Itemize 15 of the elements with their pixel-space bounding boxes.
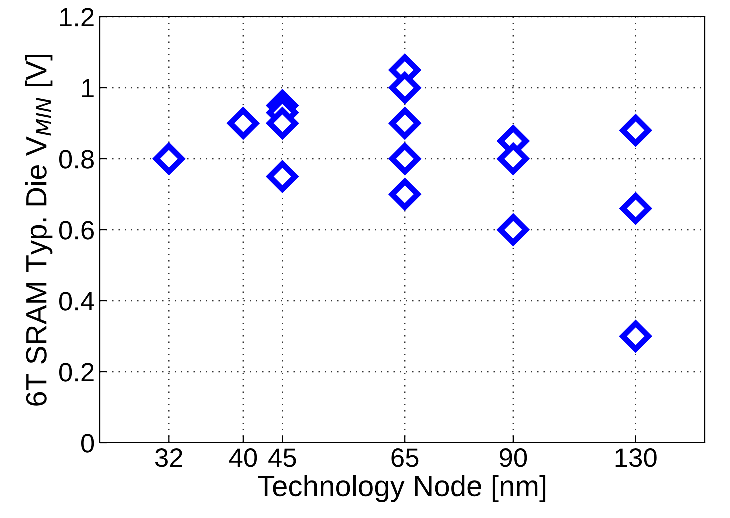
y-tick-label: 0.6 <box>59 221 94 240</box>
x-tick-label: 130 <box>616 448 657 468</box>
x-tick-label: 65 <box>392 448 419 468</box>
x-axis-title: Technology Node [nm] <box>258 475 546 502</box>
y-tick-label: 1.2 <box>60 8 94 27</box>
y-tick-label: 1 <box>82 79 94 98</box>
y-tick-label: 0.2 <box>59 363 94 382</box>
x-tick-label: 90 <box>500 448 528 468</box>
x-tick-label: 40 <box>229 448 258 468</box>
x-tick-label: 32 <box>155 448 182 468</box>
y-tick-label: 0.8 <box>59 150 94 169</box>
y-tick-label: 0 <box>81 434 94 453</box>
x-tick-label: 45 <box>268 448 296 468</box>
y-tick-label: 0.4 <box>59 292 94 311</box>
y-axis-title: 6T SRAM Typ. Die V$_{MIN}$ [V] <box>25 55 53 406</box>
